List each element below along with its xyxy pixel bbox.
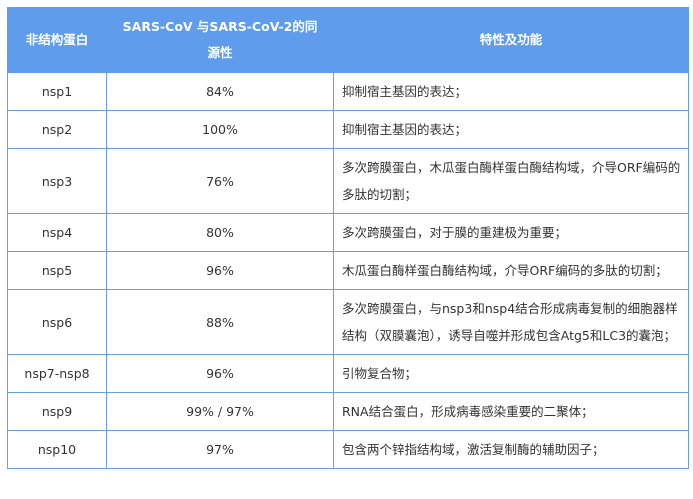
table-row: nsp9 99% / 97% RNA结合蛋白，形成病毒感染重要的二聚体；	[7, 392, 689, 431]
cell-protein: nsp9	[7, 392, 107, 431]
header-protein: 非结构蛋白	[7, 7, 107, 73]
cell-protein: nsp3	[7, 148, 107, 214]
cell-protein: nsp2	[7, 110, 107, 149]
cell-function: 多次跨膜蛋白，对于膜的重建极为重要；	[333, 213, 689, 252]
cell-function: 多次跨膜蛋白，与nsp3和nsp4结合形成病毒复制的细胞器样结构（双膜囊泡），诱…	[333, 289, 689, 355]
table-row: nsp6 88% 多次跨膜蛋白，与nsp3和nsp4结合形成病毒复制的细胞器样结构（…	[7, 289, 689, 355]
cell-function: 引物复合物；	[333, 354, 689, 393]
cell-protein: nsp4	[7, 213, 107, 252]
cell-homology: 99% / 97%	[106, 392, 334, 431]
table-row: nsp4 80% 多次跨膜蛋白，对于膜的重建极为重要；	[7, 213, 689, 252]
cell-function: 木瓜蛋白酶样蛋白酶结构域，介导ORF编码的多肽的切割；	[333, 251, 689, 290]
cell-homology: 96%	[106, 354, 334, 393]
cell-protein: nsp1	[7, 72, 107, 111]
cell-function: 包含两个锌指结构域，激活复制酶的辅助因子；	[333, 430, 689, 469]
table-row: nsp2 100% 抑制宿主基因的表达；	[7, 110, 689, 149]
cell-function: 抑制宿主基因的表达；	[333, 72, 689, 111]
nsp-table: 非结构蛋白 SARS-CoV 与SARS-CoV-2的同源性 特性及功能 nsp…	[7, 7, 689, 469]
cell-homology: 88%	[106, 289, 334, 355]
table-row: nsp7-nsp8 96% 引物复合物；	[7, 354, 689, 393]
table-row: nsp3 76% 多次跨膜蛋白，木瓜蛋白酶样蛋白酶结构域，介导ORF编码的多肽的切割…	[7, 148, 689, 214]
header-function: 特性及功能	[333, 7, 689, 73]
cell-function: 多次跨膜蛋白，木瓜蛋白酶样蛋白酶结构域，介导ORF编码的多肽的切割；	[333, 148, 689, 214]
cell-protein: nsp5	[7, 251, 107, 290]
table-row: nsp10 97% 包含两个锌指结构域，激活复制酶的辅助因子；	[7, 430, 689, 469]
cell-homology: 76%	[106, 148, 334, 214]
cell-function: RNA结合蛋白，形成病毒感染重要的二聚体；	[333, 392, 689, 431]
cell-protein: nsp7-nsp8	[7, 354, 107, 393]
cell-homology: 97%	[106, 430, 334, 469]
header-homology: SARS-CoV 与SARS-CoV-2的同源性	[106, 7, 334, 73]
cell-protein: nsp6	[7, 289, 107, 355]
cell-homology: 80%	[106, 213, 334, 252]
table-row: nsp1 84% 抑制宿主基因的表达；	[7, 72, 689, 111]
cell-protein: nsp10	[7, 430, 107, 469]
cell-homology: 100%	[106, 110, 334, 149]
cell-homology: 96%	[106, 251, 334, 290]
table-header-row: 非结构蛋白 SARS-CoV 与SARS-CoV-2的同源性 特性及功能	[7, 7, 689, 73]
cell-function: 抑制宿主基因的表达；	[333, 110, 689, 149]
cell-homology: 84%	[106, 72, 334, 111]
table-row: nsp5 96% 木瓜蛋白酶样蛋白酶结构域，介导ORF编码的多肽的切割；	[7, 251, 689, 290]
